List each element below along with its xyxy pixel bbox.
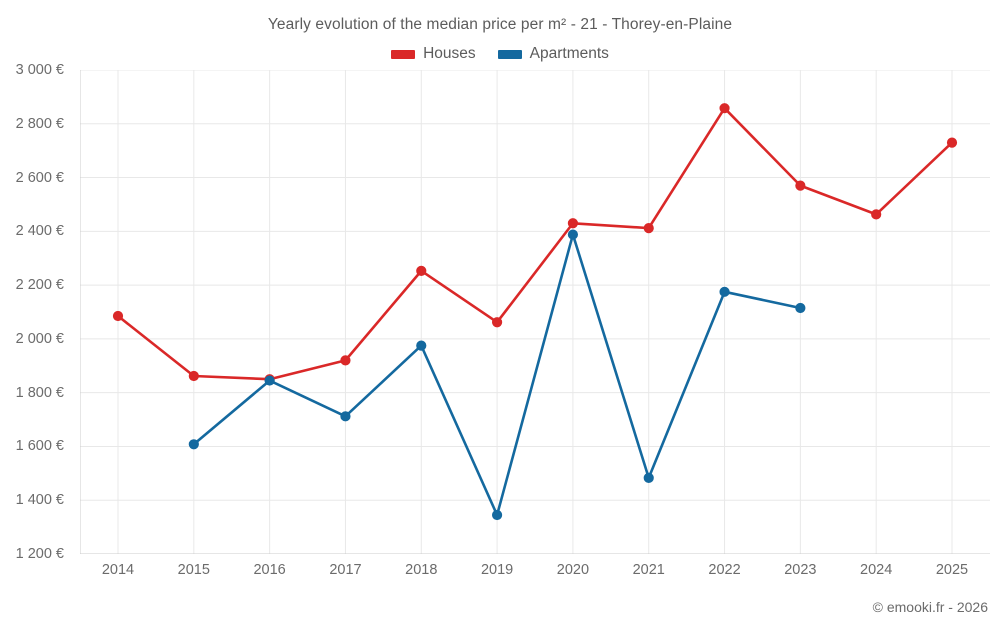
data-point-apartments-2016[interactable] xyxy=(264,375,275,386)
chart-title: Yearly evolution of the median price per… xyxy=(267,16,733,33)
data-point-apartments-2019[interactable] xyxy=(491,509,503,521)
y-tick-label: 3 000 € xyxy=(15,62,64,78)
data-point-houses-2019[interactable] xyxy=(491,317,503,328)
data-point-houses-2023[interactable] xyxy=(795,180,806,191)
data-point-apartments-2023[interactable] xyxy=(795,302,806,314)
y-tick-label: 2 400 € xyxy=(15,223,64,240)
data-point-houses-2015[interactable] xyxy=(188,370,199,382)
x-tick-label-2017: 2017 xyxy=(329,562,362,578)
data-point-houses-2025[interactable] xyxy=(946,137,958,148)
data-point-apartments-2018[interactable] xyxy=(416,340,427,351)
series-line-houses xyxy=(116,106,954,381)
line-swatch-icon xyxy=(497,49,522,59)
chart-svg xyxy=(80,70,990,554)
x-tick-label-2014: 2014 xyxy=(101,562,135,578)
data-point-houses-2018[interactable] xyxy=(416,265,427,276)
data-point-apartments-2015[interactable] xyxy=(188,439,199,450)
data-point-apartments-2021[interactable] xyxy=(643,472,654,483)
data-point-apartments-2020[interactable] xyxy=(567,229,579,240)
x-axis-labels: 2014 2015 2016 2017 2018 2019 2020 2021 2022 2023… xyxy=(0,562,1000,586)
data-point-houses-2022[interactable] xyxy=(719,103,730,114)
y-axis-labels: 3 000 € 2 800 € 2 600 € 2 400 € 2 200 € 2 000… xyxy=(0,62,72,562)
y-tick-label: 2 200 € xyxy=(15,277,64,294)
data-point-houses-2020[interactable] xyxy=(567,218,579,229)
data-point-houses-2017[interactable] xyxy=(340,355,351,366)
x-tick-label-2024: 2024 xyxy=(860,562,893,578)
y-tick-label: 2 600 € xyxy=(15,169,64,186)
x-tick-label-2023: 2023 xyxy=(784,562,817,578)
x-tick-label-2025: 2025 xyxy=(935,562,969,578)
x-tick-label-2018: 2018 xyxy=(405,562,438,578)
data-point-houses-2014[interactable] xyxy=(112,310,124,322)
legend-label-houses: Houses xyxy=(423,45,476,62)
x-tick-label-2015: 2015 xyxy=(177,562,210,578)
chart-legend: Houses Apartments xyxy=(0,45,1000,63)
data-point-houses-2021[interactable] xyxy=(643,223,654,234)
y-tick-label: 2 000 € xyxy=(15,330,64,347)
legend-item-houses[interactable]: Houses xyxy=(391,45,476,63)
y-tick-label: 1 400 € xyxy=(15,492,64,509)
plot-area xyxy=(80,70,990,554)
chart-attribution: © emooki.fr - 2026 xyxy=(872,599,988,615)
x-tick-label-2019: 2019 xyxy=(480,562,514,578)
y-tick-label: 2 800 € xyxy=(15,115,64,132)
y-tick-label: 1 800 € xyxy=(15,384,64,401)
legend-item-apartments[interactable]: Apartments xyxy=(497,45,609,63)
data-point-houses-2024[interactable] xyxy=(871,209,882,220)
x-tick-label-2020: 2020 xyxy=(556,562,590,578)
line-swatch-icon xyxy=(391,49,416,59)
data-point-apartments-2017[interactable] xyxy=(340,411,351,422)
legend-label-apartments: Apartments xyxy=(529,45,609,62)
x-tick-label-2021: 2021 xyxy=(632,562,665,578)
x-tick-label-2016: 2016 xyxy=(253,562,286,578)
y-tick-label: 1 200 € xyxy=(15,546,64,562)
x-tick-label-2022: 2022 xyxy=(708,562,741,578)
y-tick-label: 1 600 € xyxy=(15,438,64,455)
data-point-apartments-2022[interactable] xyxy=(719,286,730,297)
